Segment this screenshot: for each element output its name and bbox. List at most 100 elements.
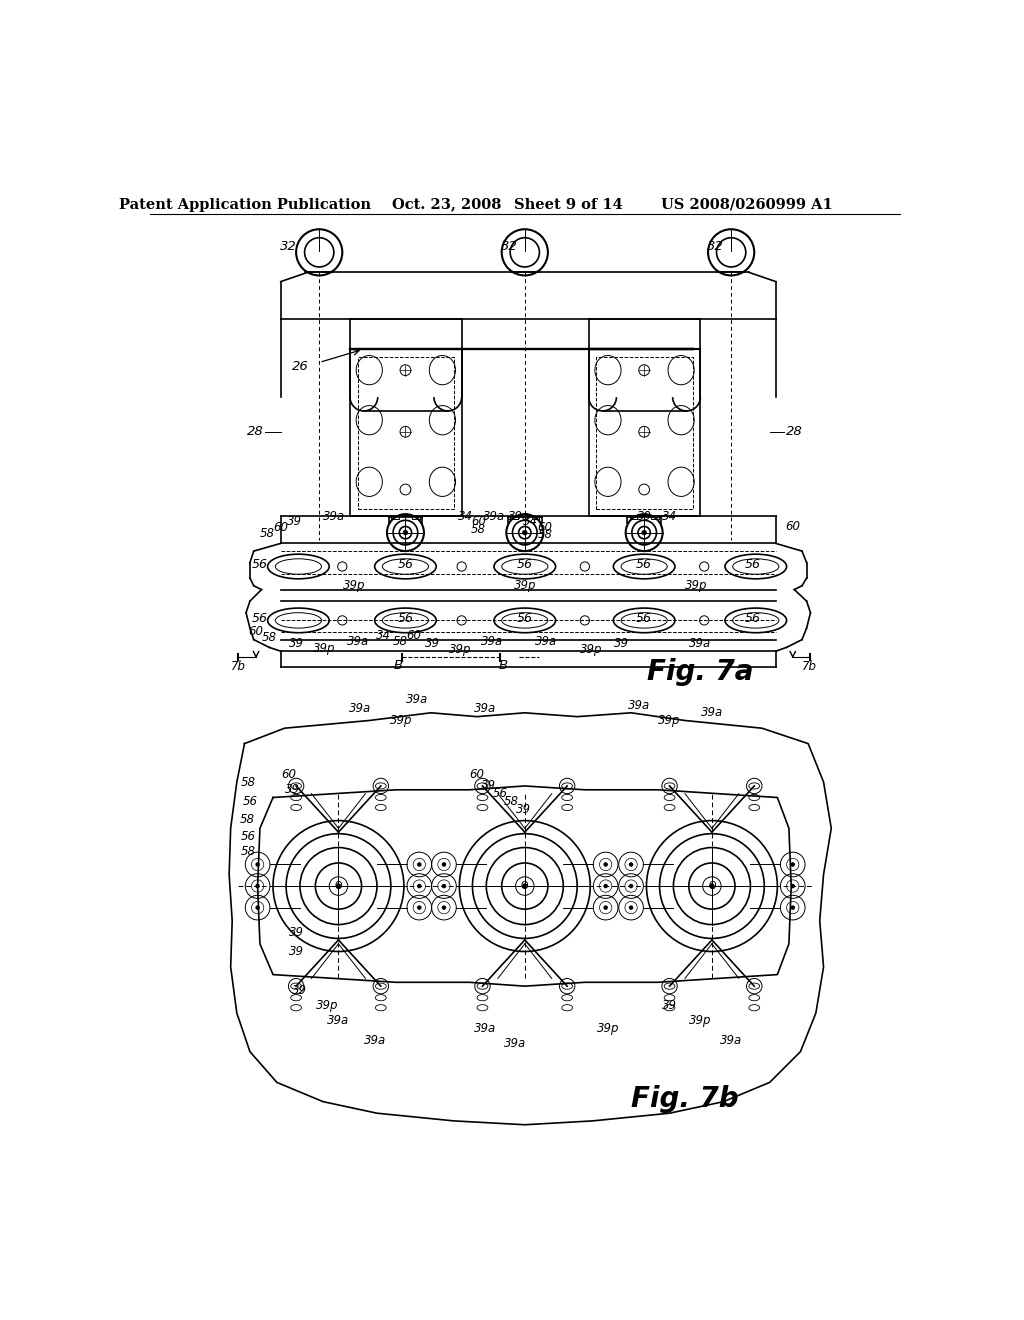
Text: 60: 60 [471, 515, 486, 528]
Text: 58: 58 [241, 845, 256, 858]
Text: 39p: 39p [449, 643, 471, 656]
Text: 39a: 39a [406, 693, 428, 706]
Text: 39a: 39a [700, 706, 723, 719]
Text: 39: 39 [289, 945, 303, 958]
Text: 32: 32 [501, 240, 518, 253]
Text: 56: 56 [252, 612, 268, 626]
Text: 39a: 39a [628, 698, 650, 711]
Text: 58: 58 [241, 776, 256, 788]
Text: B: B [394, 659, 403, 672]
Circle shape [604, 863, 607, 866]
Text: 39a: 39a [720, 1034, 742, 1047]
Circle shape [256, 906, 259, 909]
Text: 58: 58 [262, 631, 276, 644]
Text: 39p: 39p [315, 999, 338, 1012]
Text: 39: 39 [289, 925, 303, 939]
Text: 7b: 7b [230, 660, 246, 673]
Circle shape [256, 884, 259, 887]
Text: O: O [521, 880, 528, 891]
Text: 60: 60 [281, 768, 296, 781]
Text: 56: 56 [241, 829, 256, 842]
Text: 39: 39 [481, 779, 496, 792]
Circle shape [256, 863, 259, 866]
Text: 34: 34 [376, 628, 390, 642]
Circle shape [630, 884, 633, 887]
Text: 56: 56 [636, 558, 652, 572]
Text: 56: 56 [744, 612, 761, 626]
Circle shape [630, 906, 633, 909]
Text: 39: 39 [663, 999, 677, 1012]
Text: 28: 28 [247, 425, 263, 438]
Circle shape [792, 863, 795, 866]
Text: 60: 60 [785, 520, 801, 533]
Circle shape [336, 884, 341, 888]
Text: 28: 28 [786, 425, 803, 438]
Circle shape [418, 884, 421, 887]
Text: 58: 58 [260, 527, 275, 540]
Bar [413, 516, 420, 519]
Circle shape [418, 906, 421, 909]
Text: 39: 39 [637, 510, 651, 523]
Circle shape [710, 884, 714, 888]
Bar [596, 358, 692, 508]
Text: 56: 56 [397, 558, 414, 572]
Circle shape [403, 531, 408, 535]
Text: 58: 58 [504, 795, 519, 808]
Circle shape [604, 884, 607, 887]
Text: 7b: 7b [802, 660, 817, 673]
Text: 58: 58 [471, 523, 486, 536]
Text: 39p: 39p [658, 714, 681, 727]
Text: 39: 39 [293, 983, 307, 997]
Circle shape [792, 884, 795, 887]
Circle shape [442, 863, 445, 866]
Text: 56: 56 [744, 558, 761, 572]
Bar [651, 516, 658, 519]
Text: 60: 60 [273, 520, 288, 533]
Text: 39: 39 [285, 783, 300, 796]
Text: 39a: 39a [328, 1014, 349, 1027]
Bar [510, 516, 518, 519]
Text: 39a: 39a [536, 635, 557, 648]
Text: B: B [499, 659, 508, 672]
Text: Sheet 9 of 14: Sheet 9 of 14 [514, 198, 623, 211]
Text: 39a: 39a [505, 1038, 526, 1051]
Text: 32: 32 [708, 240, 724, 253]
Text: 39a: 39a [483, 510, 505, 523]
Text: O: O [709, 880, 716, 891]
Text: 39a: 39a [365, 1034, 386, 1047]
Text: 58: 58 [240, 813, 255, 825]
Text: 39p: 39p [514, 579, 536, 593]
Text: Patent Application Publication: Patent Application Publication [119, 198, 371, 211]
Text: Fig. 7a: Fig. 7a [647, 657, 754, 686]
Text: 39p: 39p [390, 714, 413, 727]
Text: 56: 56 [493, 787, 508, 800]
Text: 39p: 39p [580, 643, 602, 656]
Text: 56: 56 [252, 558, 268, 572]
Text: 26: 26 [293, 360, 309, 372]
Circle shape [522, 884, 527, 888]
Text: 39a: 39a [349, 702, 371, 714]
Text: 56: 56 [517, 558, 532, 572]
Text: 39a: 39a [474, 1022, 496, 1035]
Text: 60: 60 [407, 628, 422, 642]
Text: Fig. 7b: Fig. 7b [631, 1085, 738, 1113]
Text: 58: 58 [538, 528, 552, 541]
Text: 56: 56 [636, 612, 652, 626]
Circle shape [792, 906, 795, 909]
Text: 58: 58 [392, 635, 408, 648]
Text: 39p: 39p [685, 579, 708, 593]
Bar [630, 516, 637, 519]
Text: Oct. 23, 2008: Oct. 23, 2008 [391, 198, 501, 211]
Text: 39a: 39a [481, 635, 504, 648]
Text: O: O [335, 880, 342, 891]
Text: 56: 56 [397, 612, 414, 626]
Bar [531, 516, 540, 519]
Text: 34: 34 [458, 510, 473, 523]
Text: 39p: 39p [689, 1014, 712, 1027]
Circle shape [630, 863, 633, 866]
Text: 60: 60 [470, 768, 484, 781]
Text: 39a: 39a [323, 510, 345, 523]
Bar [391, 516, 398, 519]
Text: 39: 39 [425, 638, 440, 649]
Text: 34: 34 [663, 510, 677, 523]
